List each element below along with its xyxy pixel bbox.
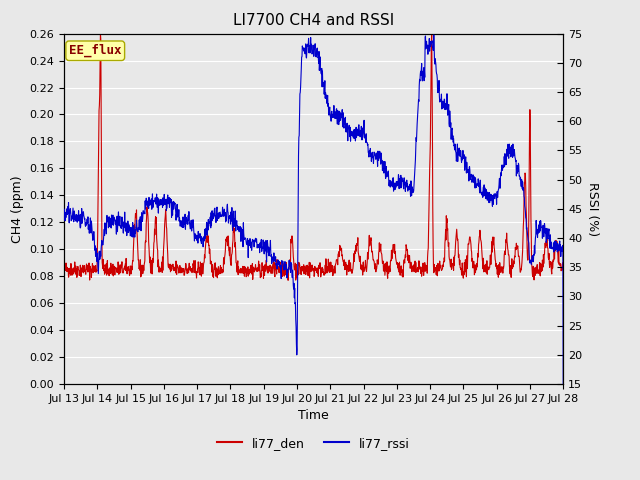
Y-axis label: CH4 (ppm): CH4 (ppm) bbox=[11, 175, 24, 242]
Y-axis label: RSSI (%): RSSI (%) bbox=[586, 182, 599, 236]
X-axis label: Time: Time bbox=[298, 409, 329, 422]
Legend: li77_den, li77_rssi: li77_den, li77_rssi bbox=[212, 432, 415, 455]
Text: EE_flux: EE_flux bbox=[69, 44, 122, 58]
Title: LI7700 CH4 and RSSI: LI7700 CH4 and RSSI bbox=[233, 13, 394, 28]
